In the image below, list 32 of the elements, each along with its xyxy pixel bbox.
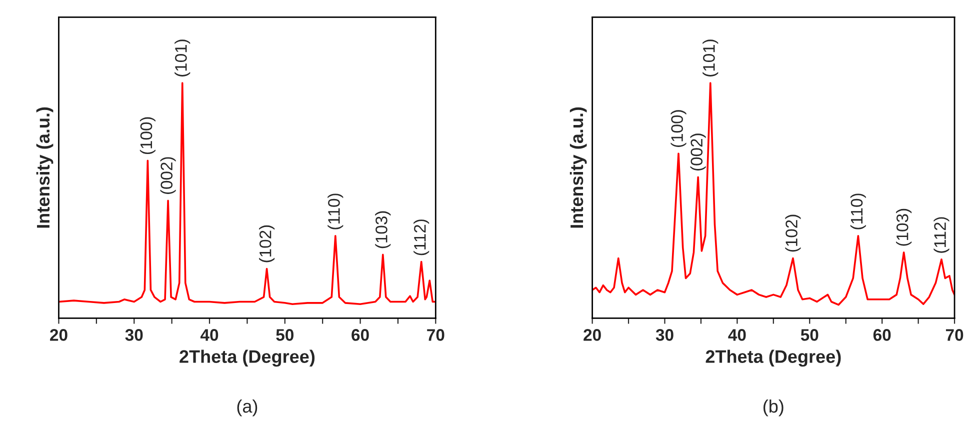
annotation: (103)	[896, 208, 912, 246]
x-tick-label: 60	[352, 329, 369, 341]
x-axis-title: 2Theta (Degree)	[706, 350, 841, 367]
y-axis-title: Intensity (a.u.)	[36, 107, 54, 228]
x-tick-label: 70	[427, 329, 444, 341]
annotation: (101)	[174, 40, 190, 76]
text: (b)	[764, 399, 784, 416]
x-tick-label: 70	[946, 329, 964, 341]
annotation: (112)	[414, 220, 430, 256]
y-axis-title: Intensity (a.u.)	[570, 107, 587, 228]
annotation: (100)	[140, 117, 156, 154]
x-tick-label: 30	[125, 329, 143, 341]
x-tick-label: 40	[728, 329, 746, 341]
x-tick-label: 40	[200, 329, 218, 341]
x-axis-title: 2Theta (Degree)	[180, 350, 315, 367]
annotation: (102)	[259, 225, 275, 262]
annotation: (110)	[328, 194, 344, 230]
annotation: (110)	[850, 194, 866, 230]
text: (a)	[237, 399, 258, 416]
annotation: (101)	[702, 40, 718, 76]
annotation: (103)	[375, 211, 391, 248]
annotation: (100)	[670, 110, 686, 147]
x-tick-label: 20	[584, 329, 601, 341]
annotation: (112)	[934, 217, 950, 253]
x-tick-label: 30	[656, 329, 674, 341]
x-tick-label: 50	[800, 329, 818, 341]
x-tick-label: 50	[276, 329, 294, 341]
annotation: (102)	[785, 214, 801, 252]
annotation: (002)	[690, 134, 706, 171]
x-tick-label: 20	[50, 329, 68, 341]
x-tick-label: 60	[873, 329, 891, 341]
annotation: (002)	[160, 157, 176, 194]
